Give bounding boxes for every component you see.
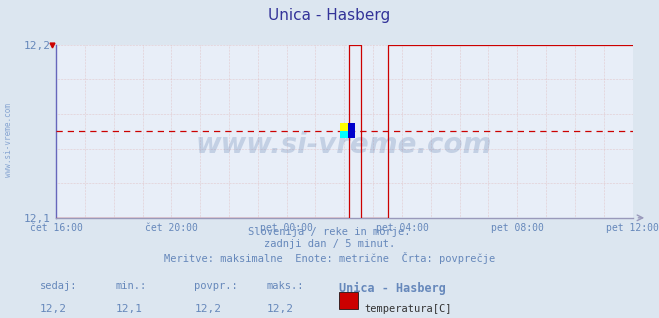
Text: Slovenija / reke in morje.: Slovenija / reke in morje.: [248, 227, 411, 237]
Text: 12,1: 12,1: [115, 304, 142, 314]
Text: 12,2: 12,2: [267, 304, 294, 314]
Text: temperatura[C]: temperatura[C]: [364, 304, 452, 314]
Text: www.si-vreme.com: www.si-vreme.com: [196, 131, 492, 159]
Text: zadnji dan / 5 minut.: zadnji dan / 5 minut.: [264, 239, 395, 249]
Text: min.:: min.:: [115, 281, 146, 291]
Text: 12,2: 12,2: [40, 304, 67, 314]
Text: Unica - Hasberg: Unica - Hasberg: [339, 281, 446, 294]
Text: www.si-vreme.com: www.si-vreme.com: [4, 103, 13, 177]
Text: sedaj:: sedaj:: [40, 281, 77, 291]
Text: Unica - Hasberg: Unica - Hasberg: [268, 8, 391, 23]
Text: povpr.:: povpr.:: [194, 281, 238, 291]
Text: 12,2: 12,2: [194, 304, 221, 314]
Text: Meritve: maksimalne  Enote: metrične  Črta: povprečje: Meritve: maksimalne Enote: metrične Črta…: [164, 252, 495, 264]
Text: maks.:: maks.:: [267, 281, 304, 291]
